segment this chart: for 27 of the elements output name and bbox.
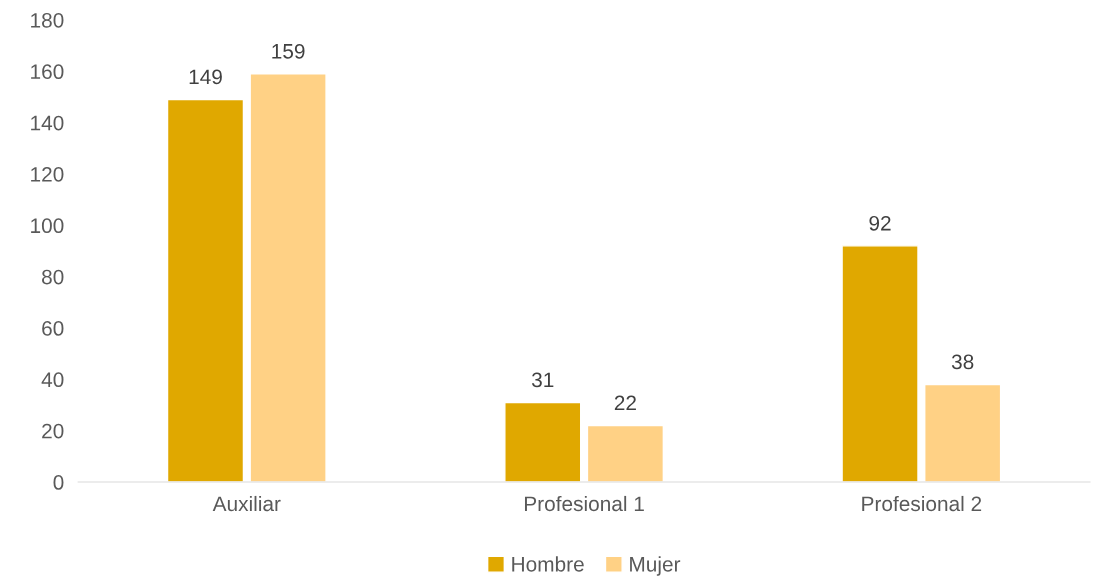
x-tick-label: Profesional 1 bbox=[524, 495, 644, 512]
legend-label: Hombre bbox=[512, 556, 584, 572]
bar bbox=[841, 245, 919, 483]
legend-label: Mujer bbox=[630, 556, 681, 576]
y-tick-label: 20 bbox=[42, 423, 64, 439]
y-tick-label: 100 bbox=[31, 218, 64, 234]
data-label: 38 bbox=[951, 354, 974, 370]
bar bbox=[249, 73, 327, 483]
x-tick-label: Profesional 2 bbox=[862, 495, 982, 512]
bar bbox=[586, 424, 665, 483]
y-tick-label: 140 bbox=[31, 115, 64, 131]
data-label: 31 bbox=[531, 372, 554, 388]
y-tick-label: 180 bbox=[31, 12, 64, 28]
data-label: 92 bbox=[869, 215, 891, 231]
y-tick-label: 0 bbox=[53, 475, 64, 490]
y-tick-label: 160 bbox=[31, 64, 64, 80]
bar bbox=[166, 98, 245, 483]
y-tick-label: 40 bbox=[41, 372, 64, 388]
data-label: 22 bbox=[614, 395, 636, 411]
y-tick-label: 80 bbox=[42, 269, 64, 285]
data-label: 149 bbox=[189, 69, 222, 85]
x-tick-label: Auxiliar bbox=[212, 495, 281, 512]
bar bbox=[504, 401, 582, 483]
data-label: 159 bbox=[272, 43, 305, 59]
bar bbox=[924, 383, 1002, 483]
y-tick-label: 120 bbox=[31, 166, 64, 182]
y-tick-label: 60 bbox=[42, 321, 64, 336]
